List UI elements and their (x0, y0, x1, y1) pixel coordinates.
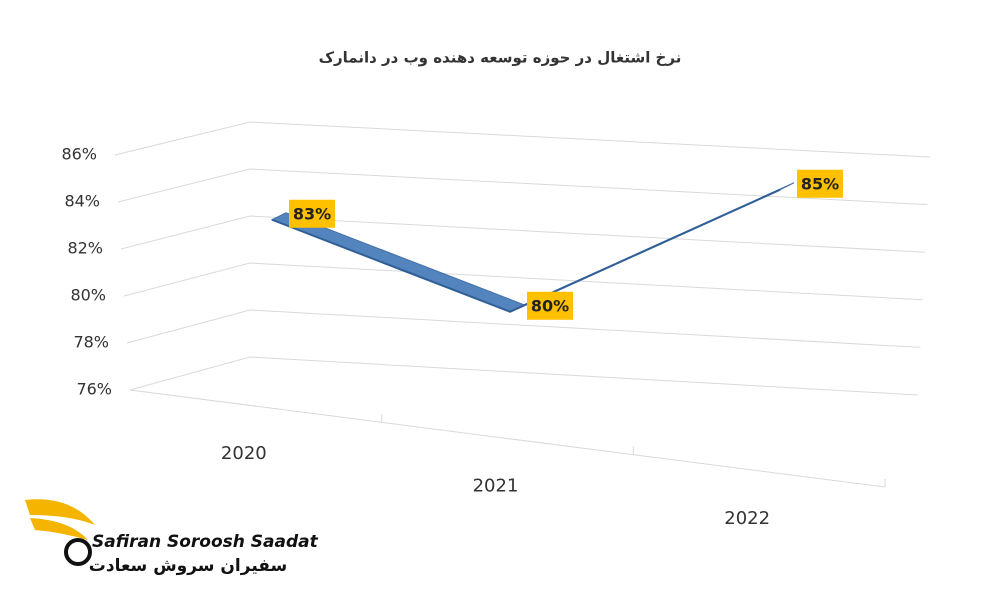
logo-wing (25, 499, 95, 525)
y-tick-label: 76% (76, 380, 112, 399)
logo-name-en: Safiran Soroosh Saadat (92, 532, 319, 552)
logo: Safiran Soroosh Saadat سفیران سروش سعادت (25, 499, 319, 576)
x-tick-label: 2020 (221, 443, 267, 464)
data-label: 80% (531, 296, 569, 315)
y-tick-label: 78% (73, 333, 109, 352)
series-line (271, 188, 781, 313)
data-label: 83% (293, 204, 331, 223)
grid (114, 121, 931, 488)
grid-line (120, 215, 926, 253)
data-label: 85% (801, 174, 839, 193)
chart-title: نرخ اشتغال در حوزه توسعه دهنده وب در دان… (319, 49, 682, 67)
floor-edge (129, 389, 886, 488)
y-tick-label: 84% (64, 192, 100, 211)
grid-line (129, 356, 919, 396)
data-label-box (527, 291, 573, 320)
data-label-box (289, 199, 335, 228)
grid-line (117, 168, 928, 206)
grid-line (114, 121, 931, 158)
x-tick-label: 2021 (473, 476, 519, 497)
logo-mark (64, 538, 92, 566)
logo-wing (30, 518, 88, 540)
y-tick-label: 80% (70, 286, 106, 305)
data-label-box (797, 169, 843, 198)
grid-line (126, 309, 921, 348)
y-tick-label: 82% (67, 239, 103, 258)
grid-line (123, 262, 923, 301)
y-tick-label: 86% (61, 145, 97, 164)
logo-name-fa: سفیران سروش سعادت (89, 556, 287, 576)
x-tick-label: 2022 (724, 508, 770, 529)
